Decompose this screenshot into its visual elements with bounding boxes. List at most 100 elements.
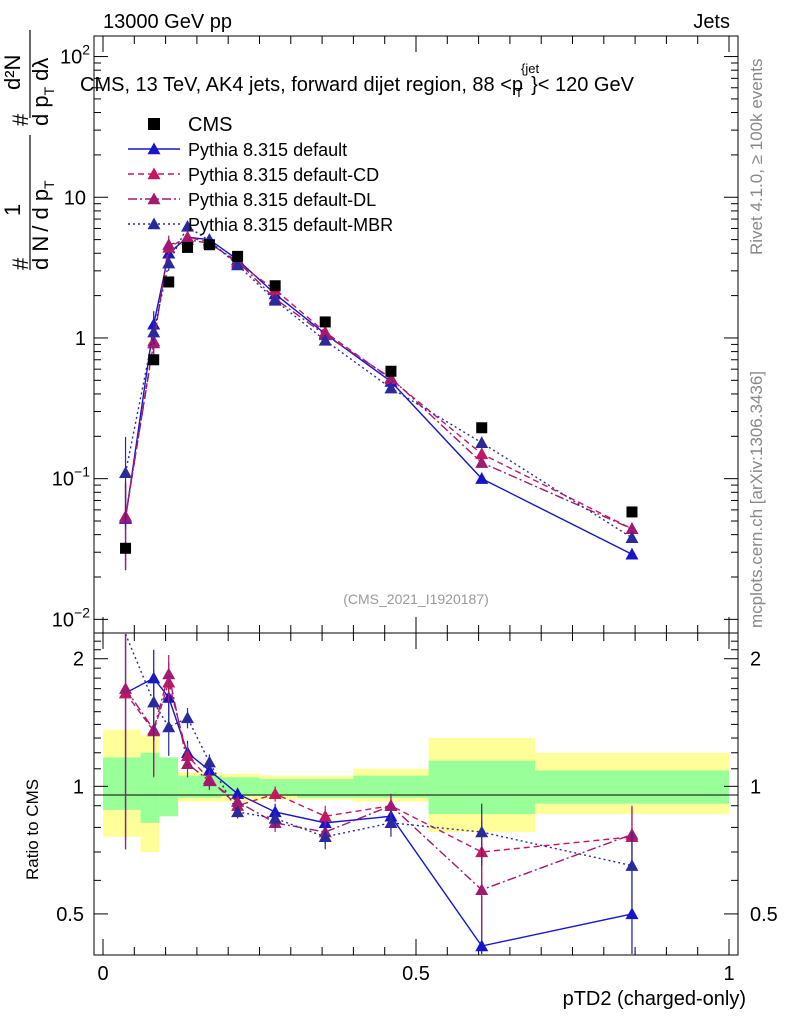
series-0-line [124, 236, 633, 555]
series-2-ratio-point [162, 667, 176, 680]
cms-data-point [182, 241, 194, 253]
series-0-point [475, 472, 489, 484]
main-axis-ticks: 10−2 10−1 1 10 102 [52, 42, 738, 631]
legend-label-3: Pythia 8.315 default-MBR [188, 215, 393, 235]
band-inner [259, 779, 298, 796]
cms-data-point [626, 506, 638, 518]
series-3-ratio-point [475, 825, 489, 838]
cms-data-point [163, 276, 175, 288]
svg-text:d N/ d pT: d N/ d pT [28, 180, 57, 270]
cms-data-point [203, 239, 215, 251]
series-2-point [625, 522, 639, 535]
svg-text:#: # [8, 257, 33, 270]
main-y-tick-label: 10 [64, 187, 86, 209]
series-2-ratio-point [181, 757, 195, 770]
x-axis-label: pTD2 (charged-only) [563, 988, 746, 1010]
cms-data-point [385, 365, 397, 377]
series-3-ratio-point [384, 816, 398, 829]
legend-marker-0 [147, 142, 161, 155]
ratio-axis-ticks: 0.5 0.5 1 1 2 2 [56, 640, 778, 956]
svg-text:d²N: d²N [0, 55, 25, 90]
legend-marker-cms [148, 118, 160, 130]
series-3-point [268, 293, 282, 306]
ratio-y-tick-label: 0.5 [56, 904, 84, 926]
series-2-line [124, 238, 633, 530]
cms-data-point [120, 542, 132, 554]
cms-data-point [148, 354, 160, 366]
series-3-ratio-point [202, 755, 216, 768]
x-tick-label: 0 [97, 963, 108, 985]
svg-text:d pTdλ: d pTdλ [28, 58, 57, 126]
series-3-ratio-line [124, 633, 633, 867]
main-y-tick-label: 102 [60, 42, 90, 69]
series-2-point [162, 238, 176, 250]
series-1-point [475, 447, 489, 460]
band-inner [353, 775, 429, 798]
cms-data-point [269, 280, 281, 292]
plot-title: CMS, 13 TeV, AK4 jets, forward dijet reg… [80, 61, 635, 100]
ratio-y-axis-label: Ratio to CMS [23, 779, 42, 880]
x-tick-label: 1 [723, 963, 734, 985]
series-0-ratio-point [625, 907, 639, 920]
main-y-tick-label: 10−2 [52, 604, 90, 631]
band-inner [534, 770, 729, 804]
series-3-point [318, 333, 332, 346]
rivet-label: Rivet 4.1.0, ≥ 100k events [747, 59, 766, 255]
legend-label-1: Pythia 8.315 default-CD [188, 165, 379, 185]
series-2-point [384, 371, 398, 384]
series-2-ratio-point [231, 795, 245, 807]
series-3-ratio-point [318, 830, 332, 843]
x-axis-ticks: 0 0.5 1 [97, 36, 735, 985]
band-inner [297, 779, 354, 798]
svg-text:1: 1 [0, 204, 25, 216]
series-3-point [475, 436, 489, 448]
series-2-ratio-point [119, 682, 133, 694]
band-inner [103, 757, 141, 810]
ratio-y-tick-label: 2 [73, 649, 84, 671]
series-2-point [181, 233, 195, 245]
series-3-ratio-point [181, 711, 195, 724]
band-inner [159, 757, 179, 817]
series-3-point [147, 325, 161, 338]
series-1-line [124, 236, 633, 530]
legend-label-2: Pythia 8.315 default-DL [188, 190, 376, 210]
series-0-ratio-point [231, 787, 245, 800]
ratio-y-tick-label-right: 0.5 [750, 904, 778, 926]
cms-data-point [476, 422, 488, 434]
series-3-ratio-point [231, 805, 245, 818]
series-2-ratio-point [475, 883, 489, 896]
series-3-ratio-point [147, 695, 161, 708]
series-3-ratio-point [268, 811, 282, 824]
series-3-point [181, 219, 195, 232]
series-3-point [384, 381, 398, 394]
band-inner [221, 777, 260, 796]
series-3-point [231, 258, 245, 271]
ratio-uncertainty-bands [103, 729, 729, 852]
category-label: Jets [693, 11, 730, 33]
legend-marker-1 [147, 167, 161, 180]
ratio-series [119, 633, 639, 954]
series-2-ratio-point [384, 799, 398, 811]
series-0-ratio-point [475, 939, 489, 952]
legend: CMS Pythia 8.315 default Pythia 8.315 defa… [128, 114, 393, 235]
series-1-ratio-point [318, 809, 332, 822]
energy-label: 13000 GeV pp [103, 11, 232, 33]
band-inner [178, 775, 197, 798]
series-1-ratio-point [268, 787, 282, 800]
x-tick-label: 0.5 [402, 963, 430, 985]
series-3-point [119, 466, 133, 479]
series-3-ratio-point [625, 859, 639, 871]
series-3-point [625, 531, 639, 543]
band-inner [140, 752, 160, 823]
main-series [119, 219, 639, 571]
legend-marker-3 [147, 217, 161, 230]
cms-data-point [232, 250, 244, 262]
series-2-point [475, 456, 489, 468]
svg-text:#: # [8, 113, 33, 126]
main-y-axis-label: # 1 d N/ d pT # d²N d pTdλ [0, 30, 57, 270]
legend-label-0: Pythia 8.315 default [188, 140, 347, 160]
main-y-tick-label: 10−1 [52, 464, 90, 491]
cms-data-point [319, 316, 331, 328]
series-3-point [162, 256, 176, 269]
